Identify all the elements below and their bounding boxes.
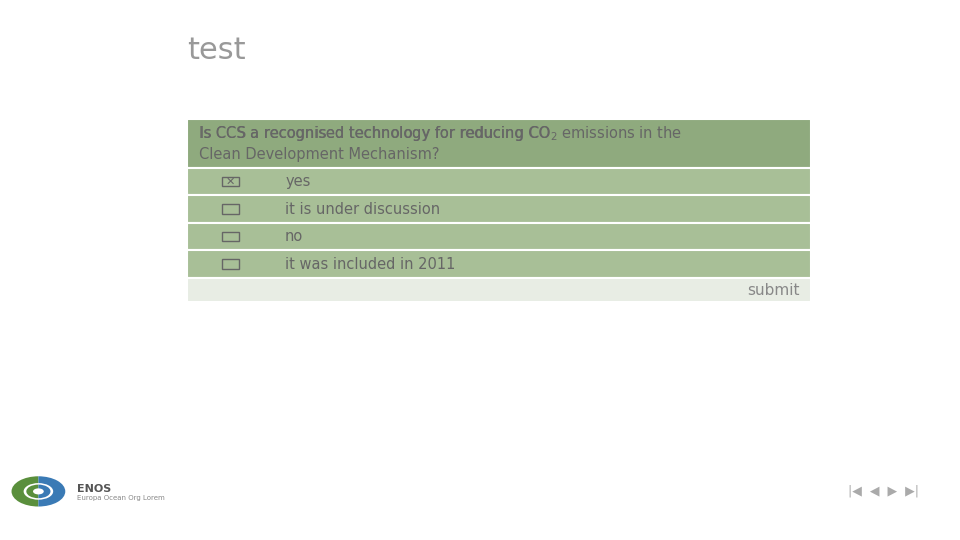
Wedge shape (12, 476, 38, 507)
FancyBboxPatch shape (222, 177, 239, 186)
FancyBboxPatch shape (222, 204, 239, 214)
FancyBboxPatch shape (187, 195, 811, 223)
Text: yes: yes (285, 174, 310, 189)
FancyBboxPatch shape (187, 119, 811, 168)
Text: ✕: ✕ (226, 177, 235, 186)
Text: Europa Ocean Org Lorem: Europa Ocean Org Lorem (77, 495, 164, 501)
Text: test: test (187, 36, 246, 65)
Wedge shape (26, 484, 38, 498)
FancyBboxPatch shape (187, 223, 811, 251)
Text: |◀  ◀  ▶  ▶|: |◀ ◀ ▶ ▶| (848, 485, 919, 498)
Wedge shape (38, 476, 65, 507)
FancyBboxPatch shape (187, 168, 811, 195)
Text: ENOS: ENOS (77, 484, 111, 494)
Text: it was included in 2011: it was included in 2011 (285, 256, 455, 272)
FancyBboxPatch shape (222, 259, 239, 269)
Text: Is CCS a recognised technology for reducing CO$_2$ emissions in the: Is CCS a recognised technology for reduc… (199, 124, 682, 143)
Text: Clean Development Mechanism?: Clean Development Mechanism? (199, 146, 440, 161)
FancyBboxPatch shape (187, 278, 811, 302)
Circle shape (24, 483, 53, 500)
Wedge shape (38, 484, 51, 498)
Text: it is under discussion: it is under discussion (285, 201, 441, 217)
Text: no: no (285, 229, 303, 244)
FancyBboxPatch shape (187, 251, 811, 278)
Text: Is CCS a recognised technology for reducing CO: Is CCS a recognised technology for reduc… (199, 126, 550, 141)
Circle shape (33, 488, 44, 495)
FancyBboxPatch shape (222, 232, 239, 241)
Text: submit: submit (747, 282, 800, 298)
